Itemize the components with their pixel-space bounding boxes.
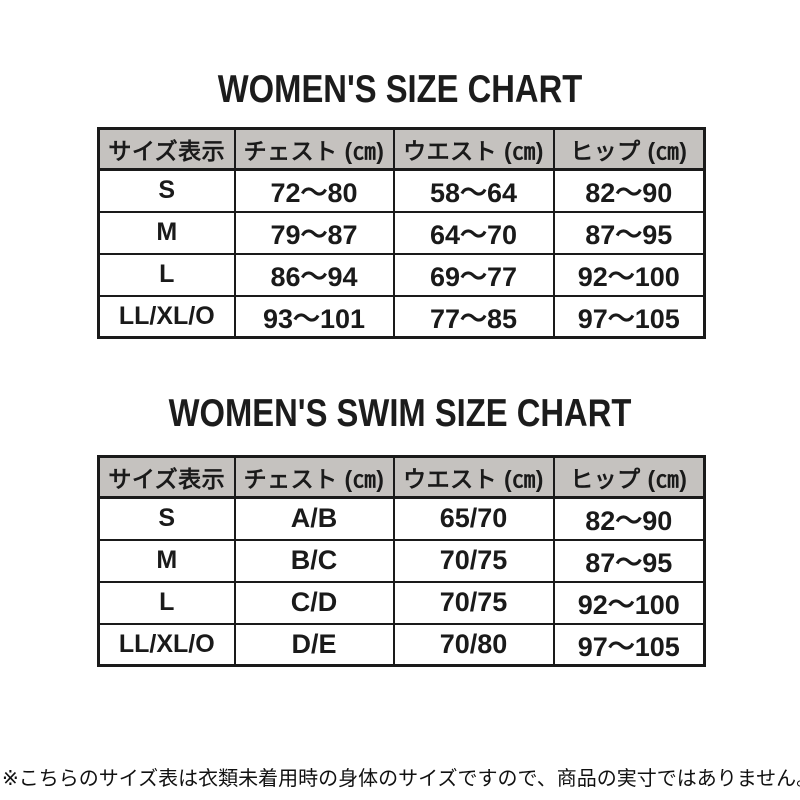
hip-cell: 82～90 [552,168,706,213]
chest-cell: A/B [233,496,395,541]
hip-cell: 97～105 [552,294,706,339]
womens-size-chart-title: WOMEN'S SIZE CHART [217,68,583,111]
chest-cell: 79～87 [233,210,395,255]
chest-cell: B/C [233,538,395,583]
chest-cell: C/D [233,580,395,625]
table-row: M B/C 70/75 87～95 [97,538,706,583]
hip-cell: 92～100 [552,580,706,625]
table-row: L C/D 70/75 92～100 [97,580,706,625]
size-cell: S [97,168,236,213]
hip-cell: 87～95 [552,538,706,583]
hip-cell: 87～95 [552,210,706,255]
womens-size-chart-table: サイズ表示 チェスト (㎝) ウエスト (㎝) ヒップ (㎝) S 72～80 … [97,127,706,339]
column-header-size-label: サイズ表示 [97,455,236,499]
table-row: M 79～87 64～70 87～95 [97,210,706,255]
hip-cell: 82～90 [552,496,706,541]
hip-cell: 97～105 [552,622,706,667]
waist-cell: 70/75 [392,538,555,583]
waist-cell: 77～85 [392,294,555,339]
size-cell: L [97,252,236,297]
size-cell: M [97,210,236,255]
column-header-chest: チェスト (㎝) [233,455,395,499]
waist-cell: 70/75 [392,580,555,625]
table-row: LL/XL/O 93～101 77～85 97～105 [97,294,706,339]
column-header-chest: チェスト (㎝) [233,127,395,171]
chest-cell: 93～101 [233,294,395,339]
column-header-hip: ヒップ (㎝) [552,127,706,171]
chest-cell: 86～94 [233,252,395,297]
chest-cell: D/E [233,622,395,667]
header-row: サイズ表示 チェスト (㎝) ウエスト (㎝) ヒップ (㎝) [97,455,706,499]
womens-swim-size-chart-title: WOMEN'S SWIM SIZE CHART [168,392,632,435]
chest-cell: 72～80 [233,168,395,213]
footnote: ※こちらのサイズ表は衣類未着用時の身体のサイズですので、商品の実寸ではありません… [2,768,800,790]
table-row: LL/XL/O D/E 70/80 97～105 [97,622,706,667]
header-row: サイズ表示 チェスト (㎝) ウエスト (㎝) ヒップ (㎝) [97,127,706,171]
waist-cell: 64～70 [392,210,555,255]
size-cell: S [97,496,236,541]
waist-cell: 65/70 [392,496,555,541]
column-header-hip: ヒップ (㎝) [552,455,706,499]
hip-cell: 92～100 [552,252,706,297]
table-row: L 86～94 69～77 92～100 [97,252,706,297]
table-row: S 72～80 58～64 82～90 [97,168,706,213]
size-cell: LL/XL/O [97,622,236,667]
womens-swim-size-chart-table: サイズ表示 チェスト (㎝) ウエスト (㎝) ヒップ (㎝) S A/B 65… [97,455,706,667]
waist-cell: 69～77 [392,252,555,297]
waist-cell: 58～64 [392,168,555,213]
size-cell: L [97,580,236,625]
table-row: S A/B 65/70 82～90 [97,496,706,541]
size-cell: LL/XL/O [97,294,236,339]
waist-cell: 70/80 [392,622,555,667]
size-cell: M [97,538,236,583]
column-header-waist: ウエスト (㎝) [392,127,555,171]
column-header-size-label: サイズ表示 [97,127,236,171]
column-header-waist: ウエスト (㎝) [392,455,555,499]
